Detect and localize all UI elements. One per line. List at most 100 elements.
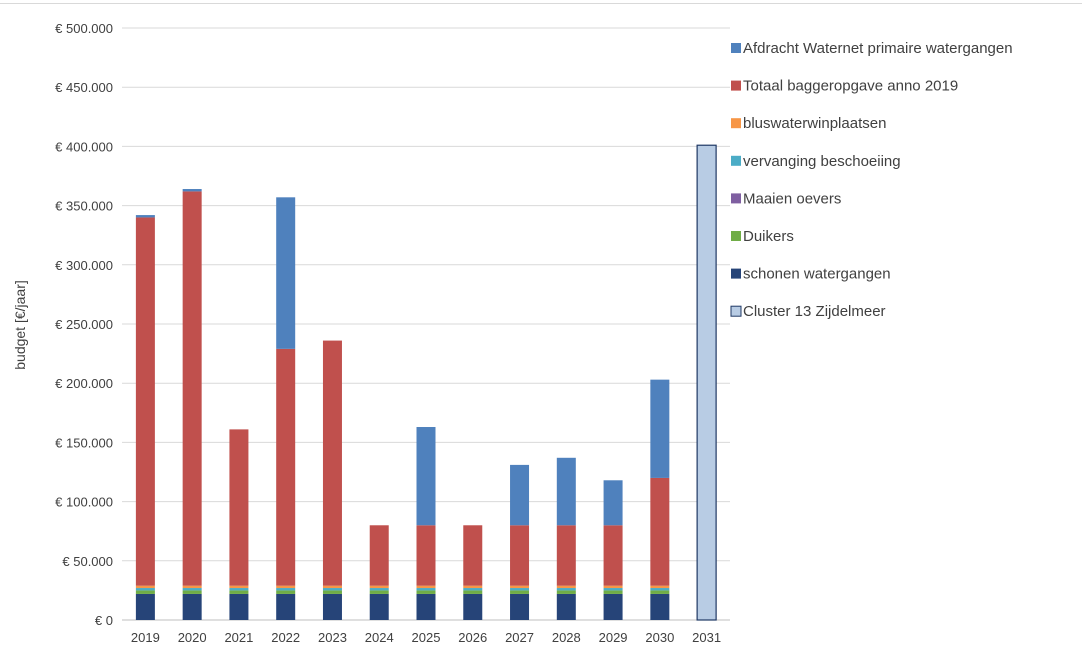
- x-axis-ticks: 2019 2020 2021 2022 2023 2024 2025 2026 2027 2028…: [131, 630, 721, 645]
- legend-swatch: [731, 155, 741, 166]
- bar-segment: [135, 593, 155, 620]
- top-border-line: [0, 3, 1082, 4]
- y-tick-label: € 400.000: [55, 139, 113, 154]
- bar-segment: [182, 191, 202, 586]
- bar-segment: [229, 590, 249, 594]
- x-tick-label: 2030: [645, 630, 674, 645]
- legend-swatch: [731, 193, 741, 204]
- bar-segment: [276, 593, 296, 620]
- y-tick-label: € 200.000: [55, 376, 113, 391]
- legend-label: Cluster 13 Zijdelmeer: [743, 303, 886, 320]
- legend-swatch: [731, 231, 741, 241]
- x-tick-label: 2026: [458, 630, 487, 645]
- bar-segment: [369, 525, 389, 586]
- legend-label: Afdracht Waternet primaire watergangen: [743, 40, 1013, 57]
- bar-segment: [369, 593, 389, 620]
- y-tick-label: € 0: [95, 613, 113, 628]
- y-tick-label: € 150.000: [55, 435, 113, 450]
- bar-segment: [650, 593, 670, 620]
- x-tick-label: 2021: [224, 630, 253, 645]
- y-tick-label: € 500.000: [55, 21, 113, 36]
- legend-label: bluswaterwinplaatsen: [743, 115, 886, 132]
- x-tick-label: 2027: [505, 630, 534, 645]
- bar-segment: [603, 590, 623, 594]
- bar-segment: [603, 593, 623, 620]
- bar-segment: [510, 588, 530, 591]
- bar-segment: [463, 588, 483, 591]
- bar-segment: [556, 593, 576, 620]
- x-tick-label: 2028: [552, 630, 581, 645]
- bar-segment: [229, 429, 249, 586]
- bar-segment: [322, 340, 342, 586]
- bar-segment: [322, 590, 342, 594]
- bars: [135, 144, 717, 621]
- legend-swatch: [731, 118, 741, 129]
- gridlines: [122, 27, 730, 621]
- x-tick-label: 2020: [178, 630, 207, 645]
- y-tick-label: € 250.000: [55, 317, 113, 332]
- bar-segment: [650, 379, 670, 478]
- bar-segment: [650, 588, 670, 591]
- bar-segment: [182, 189, 202, 192]
- bar-segment: [182, 585, 202, 589]
- bar-segment: [416, 588, 436, 591]
- bar-segment: [510, 464, 530, 526]
- bar-segment: [369, 590, 389, 594]
- bar-segment: [416, 593, 436, 620]
- y-axis-ticks: € 0 € 50.000 € 100.000 € 150.000 € 200.000 € …: [55, 21, 113, 628]
- bar-segment: [135, 217, 155, 586]
- bar-segment: [276, 588, 296, 591]
- bar-segment: [276, 197, 296, 349]
- bar-segment: [322, 593, 342, 620]
- bar-segment: [229, 585, 249, 589]
- bar-segment: [416, 525, 436, 586]
- x-tick-label: 2029: [599, 630, 628, 645]
- y-tick-label: € 350.000: [55, 199, 113, 214]
- bar-segment: [463, 590, 483, 594]
- legend-swatch: [731, 80, 741, 91]
- bar-segment: [276, 590, 296, 594]
- bar-segment: [416, 427, 436, 526]
- bar-segment: [556, 525, 576, 586]
- bar-segment: [603, 480, 623, 526]
- legend-label: schonen watergangen: [743, 266, 891, 283]
- bar-segment: [135, 215, 155, 218]
- legend-swatch: [731, 268, 741, 279]
- bar-segment: [182, 590, 202, 594]
- y-tick-label: € 100.000: [55, 495, 113, 510]
- y-tick-label: € 450.000: [55, 80, 113, 95]
- legend: Afdracht Waternet primaire watergangen To…: [730, 40, 1013, 320]
- bar-segment: [416, 590, 436, 594]
- legend-label: Duikers: [743, 228, 794, 245]
- bar-segment: [603, 585, 623, 589]
- bar-segment: [276, 585, 296, 589]
- bar-segment: [510, 590, 530, 594]
- bar-segment: [603, 525, 623, 586]
- y-tick-label: € 300.000: [55, 258, 113, 273]
- bar-segment: [182, 588, 202, 591]
- x-tick-label: 2024: [365, 630, 394, 645]
- bar-segment: [556, 457, 576, 526]
- bar-segment: [229, 588, 249, 591]
- bar-segment: [322, 585, 342, 589]
- bar-segment: [276, 348, 296, 586]
- legend-label: Totaal baggeropgave anno 2019: [743, 78, 958, 95]
- bar-segment: [229, 593, 249, 620]
- x-tick-label: 2019: [131, 630, 160, 645]
- bar-segment: [650, 585, 670, 589]
- x-tick-label: 2025: [412, 630, 441, 645]
- bar-segment: [556, 590, 576, 594]
- legend-label: Maaien oevers: [743, 190, 841, 207]
- bar-segment: [182, 593, 202, 620]
- bar-segment: [650, 477, 670, 586]
- bar-segment: [135, 585, 155, 589]
- bar-segment: [556, 585, 576, 589]
- x-tick-label: 2031: [692, 630, 721, 645]
- bar-segment: [556, 588, 576, 591]
- bar-segment: [463, 593, 483, 620]
- bar-segment: [650, 590, 670, 594]
- bar-segment: [322, 588, 342, 591]
- bar-segment: [135, 590, 155, 594]
- legend-label: vervanging beschoeiing: [743, 153, 901, 170]
